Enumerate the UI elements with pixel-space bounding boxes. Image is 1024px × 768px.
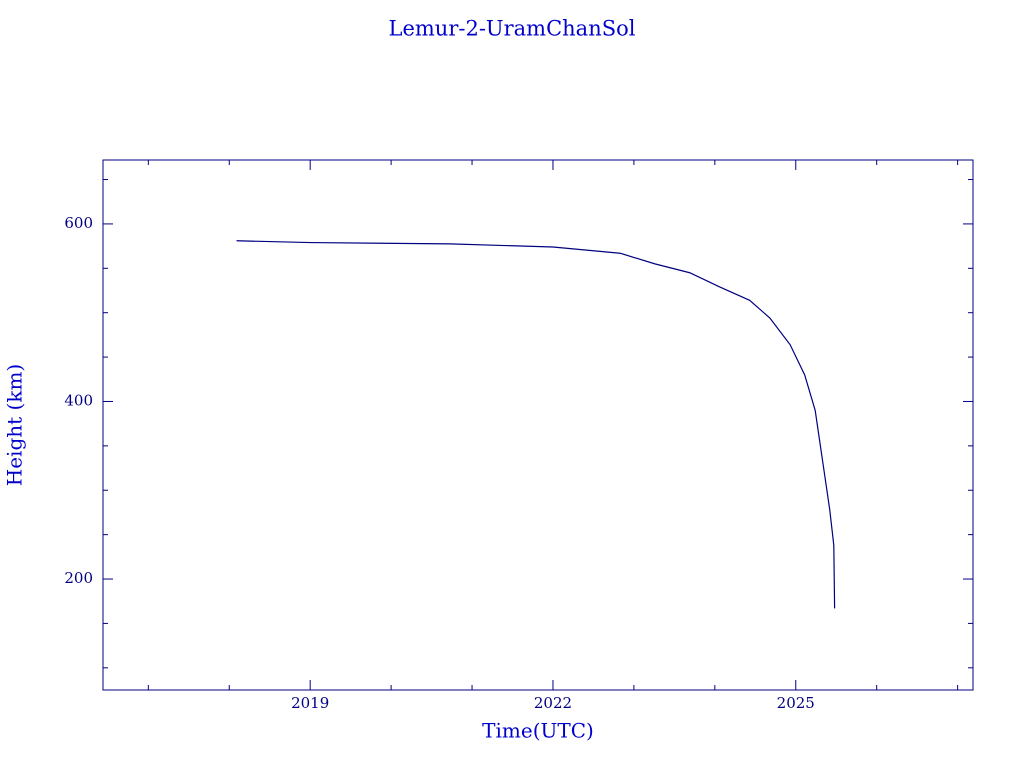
x-tick-label: 2022 bbox=[534, 694, 572, 712]
data-line bbox=[236, 240, 836, 609]
x-tick-label: 2025 bbox=[777, 694, 815, 712]
y-tick-label: 200 bbox=[64, 569, 93, 587]
x-axis-label: Time(UTC) bbox=[482, 719, 594, 743]
plot-frame bbox=[102, 159, 974, 691]
y-tick-label: 600 bbox=[64, 214, 93, 232]
x-tick-label: 2019 bbox=[291, 694, 329, 712]
y-tick-label: 400 bbox=[64, 391, 93, 409]
y-axis-label: Height (km) bbox=[3, 364, 27, 486]
chart-title: Lemur-2-UramChanSol bbox=[389, 17, 636, 41]
